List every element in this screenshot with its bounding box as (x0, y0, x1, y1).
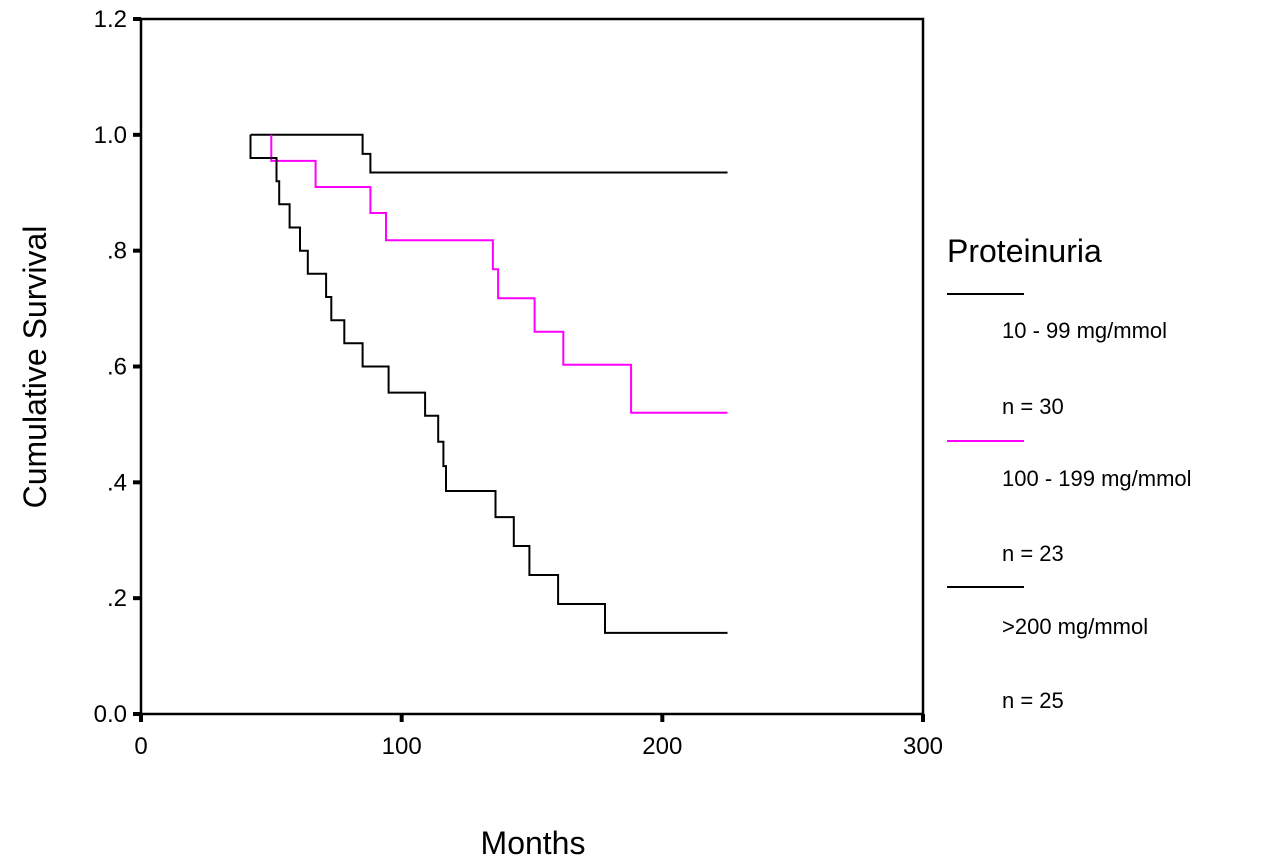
x-tick-label: 0 (134, 733, 147, 760)
plot-frame (141, 19, 923, 714)
legend-label-3: >200 mg/mmol (1002, 614, 1148, 639)
legend-label-2: 100 - 199 mg/mmol (1002, 466, 1192, 491)
legend: Proteinuria 10 - 99 mg/mmol n = 30 100 -… (947, 233, 1192, 713)
legend-title: Proteinuria (947, 233, 1102, 269)
y-tick-label: .2 (107, 585, 127, 612)
series-line-1 (251, 135, 728, 173)
legend-count-1: n = 30 (1002, 394, 1064, 419)
x-tick-label: 100 (382, 733, 422, 760)
y-tick-label: .4 (107, 469, 127, 496)
axis-ticks (133, 19, 923, 722)
y-axis-title: Cumulative Survival (17, 226, 53, 509)
y-tick-label: 0.0 (94, 701, 127, 728)
legend-count-3: n = 25 (1002, 688, 1064, 713)
series-line-3 (251, 135, 728, 633)
series-lines (251, 135, 728, 633)
legend-count-2: n = 23 (1002, 541, 1064, 566)
tick-labels: 0.0 .2 .4 .6 .8 1.0 1.2 0 100 200 300 (94, 6, 943, 760)
y-tick-label: .8 (107, 238, 127, 265)
y-tick-label: 1.2 (94, 6, 127, 33)
y-tick-label: 1.0 (94, 122, 127, 149)
y-tick-label: .6 (107, 354, 127, 381)
x-tick-label: 200 (642, 733, 682, 760)
x-tick-label: 300 (903, 733, 943, 760)
x-axis-title: Months (481, 825, 586, 859)
legend-label-1: 10 - 99 mg/mmol (1002, 318, 1167, 343)
series-line-2 (271, 135, 727, 413)
